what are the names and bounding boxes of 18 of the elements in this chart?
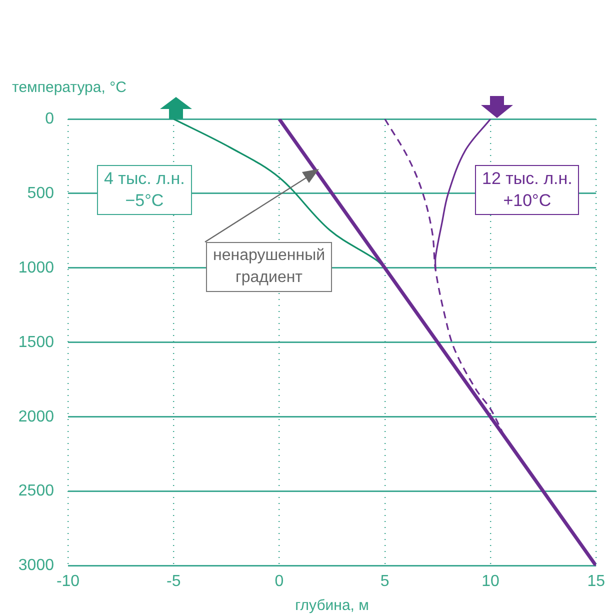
x-tick-label: 10: [482, 572, 500, 590]
x-tick-label: 0: [274, 572, 284, 590]
y-tick-label: 2000: [18, 408, 54, 426]
x-axis-title: глубина, м: [295, 597, 369, 614]
y-tick-label: 0: [45, 110, 54, 128]
y-tick-label: 1000: [18, 259, 54, 276]
x-tick-label: 5: [380, 572, 390, 590]
y-tick-label: 3000: [18, 557, 54, 574]
x-tick-label: -5: [166, 572, 181, 590]
y-tick-label: 500: [27, 184, 54, 202]
y-axis-title: температура, °C: [12, 79, 127, 96]
annotation: ненарушенный градиент: [206, 242, 332, 292]
annotation: 4 тыс. л.н. −5°C: [97, 165, 192, 215]
y-tick-label: 1500: [18, 334, 54, 351]
x-tick-label: -10: [56, 572, 80, 590]
x-tick-label: 15: [587, 572, 606, 590]
y-tick-label: 2500: [18, 482, 54, 500]
annotation: 12 тыс. л.н. +10°C: [475, 165, 580, 215]
